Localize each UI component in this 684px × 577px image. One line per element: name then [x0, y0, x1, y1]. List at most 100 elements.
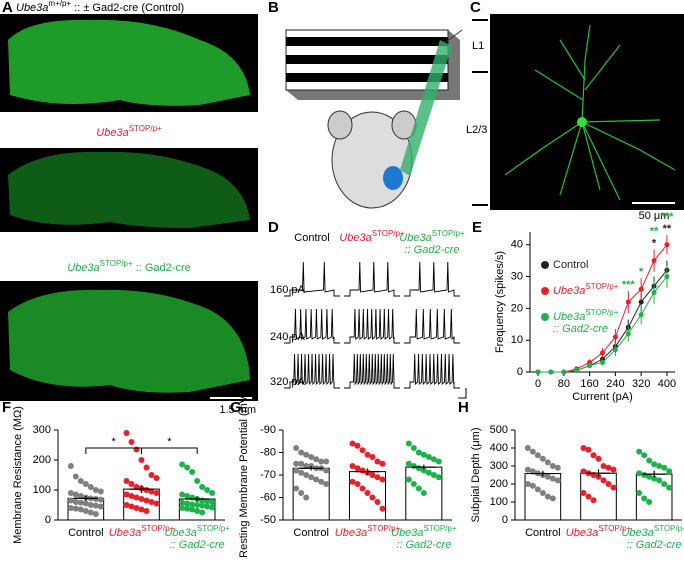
- label-text: Ube3a: [391, 527, 423, 539]
- label-suffix: :: Gad2-cre: [404, 244, 459, 256]
- label-superscript: STOP/p+: [432, 229, 465, 238]
- label-text: Control: [68, 527, 103, 539]
- x-tick-label: 320: [632, 378, 650, 390]
- data-point: [600, 350, 605, 356]
- significance-marker: *: [112, 436, 117, 448]
- individual-point: [179, 499, 186, 506]
- individual-point: [641, 495, 648, 502]
- label-suffix: :: Gad2-cre: [133, 262, 191, 274]
- individual-point: [580, 490, 587, 496]
- individual-point: [435, 458, 442, 465]
- individual-point: [410, 481, 417, 487]
- individual-point: [97, 496, 104, 503]
- label-text: Ube3a: [553, 285, 585, 297]
- genotype-label: Ube3aSTOP/p+: [96, 124, 162, 139]
- individual-point: [143, 497, 150, 504]
- individual-point: [349, 463, 356, 469]
- individual-point: [298, 469, 305, 476]
- label-text: Ube3a: [164, 527, 196, 539]
- data-point: [561, 369, 567, 375]
- individual-point: [293, 485, 300, 492]
- individual-point: [308, 474, 315, 481]
- individual-point: [323, 481, 330, 487]
- significance-marker: **: [663, 223, 672, 235]
- individual-point: [544, 459, 551, 466]
- y-tick-label: 200: [33, 454, 51, 466]
- individual-point: [179, 505, 186, 511]
- individual-point: [364, 490, 371, 496]
- individual-point: [585, 493, 592, 500]
- label-text: Ube3a: [339, 232, 371, 244]
- individual-point: [605, 481, 612, 487]
- label-text: Ube3a: [96, 127, 128, 139]
- individual-point: [184, 493, 191, 499]
- individual-point: [374, 474, 381, 481]
- individual-point: [128, 493, 135, 499]
- x-tick-label: Ube3aSTOP/p+: [566, 524, 632, 539]
- individual-point: [661, 464, 668, 471]
- y-tick-label: 300: [33, 424, 51, 436]
- individual-point: [410, 445, 417, 451]
- label-text: Control: [293, 527, 328, 539]
- significance-marker: *: [167, 436, 172, 448]
- panel-letter: C: [470, 0, 481, 16]
- individual-point: [544, 473, 551, 480]
- label-superscript: STOP/p+: [424, 524, 457, 533]
- individual-point: [364, 451, 371, 458]
- panel-letter: G: [230, 399, 242, 416]
- significance-marker: *: [652, 237, 657, 249]
- label-superscript: STOP/p+: [585, 308, 618, 317]
- spike-trace: [284, 308, 340, 344]
- panel-letter: A: [2, 0, 13, 16]
- label-text: Ube3a: [553, 311, 585, 323]
- individual-point: [123, 491, 130, 498]
- individual-point: [666, 484, 673, 491]
- individual-point: [656, 463, 663, 469]
- individual-point: [189, 506, 196, 513]
- x-tick-label: 0: [535, 378, 541, 390]
- individual-point: [87, 484, 94, 490]
- individual-point: [204, 503, 211, 510]
- individual-point: [529, 448, 536, 455]
- y-tick-label: -90: [260, 424, 276, 436]
- individual-point: [153, 490, 160, 496]
- label-suffix: :: Gad2-cre: [553, 323, 608, 335]
- y-tick-label: -70: [260, 469, 276, 481]
- y-tick-label: -50: [260, 514, 276, 526]
- individual-point: [199, 509, 206, 516]
- individual-point: [430, 456, 437, 463]
- individual-point: [313, 476, 320, 483]
- individual-point: [128, 439, 135, 445]
- individual-point: [549, 475, 556, 482]
- y-tick-label: 200: [490, 478, 508, 490]
- data-point: [535, 369, 541, 375]
- significance-marker: **: [650, 225, 659, 237]
- individual-point: [359, 447, 366, 454]
- significance-marker: ***: [661, 211, 675, 223]
- individual-point: [67, 463, 74, 469]
- individual-point: [153, 475, 160, 481]
- legend-marker: [541, 287, 549, 295]
- individual-point: [293, 445, 300, 451]
- individual-point: [199, 484, 206, 490]
- individual-point: [143, 464, 150, 471]
- individual-point: [97, 503, 104, 510]
- x-tick-label: Ube3aSTOP/p+: [164, 524, 230, 539]
- individual-point: [651, 475, 658, 482]
- individual-point: [67, 490, 74, 496]
- individual-point: [87, 509, 94, 516]
- x-tick-label: 240: [606, 378, 624, 390]
- individual-point: [610, 484, 617, 491]
- spike-trace: [344, 353, 400, 389]
- data-point: [638, 299, 644, 305]
- individual-point: [359, 485, 366, 492]
- x-tick-label: 400: [658, 378, 676, 390]
- y-tick-label: 400: [490, 442, 508, 454]
- individual-point: [209, 490, 216, 496]
- visual-stimulus-diagram: [285, 29, 463, 209]
- data-point: [638, 286, 644, 292]
- individual-point: [72, 505, 79, 512]
- label-superscript: STOP/p+: [129, 124, 162, 133]
- x-tick-label: 80: [558, 378, 570, 390]
- label-superscript: STOP/p+: [598, 524, 631, 533]
